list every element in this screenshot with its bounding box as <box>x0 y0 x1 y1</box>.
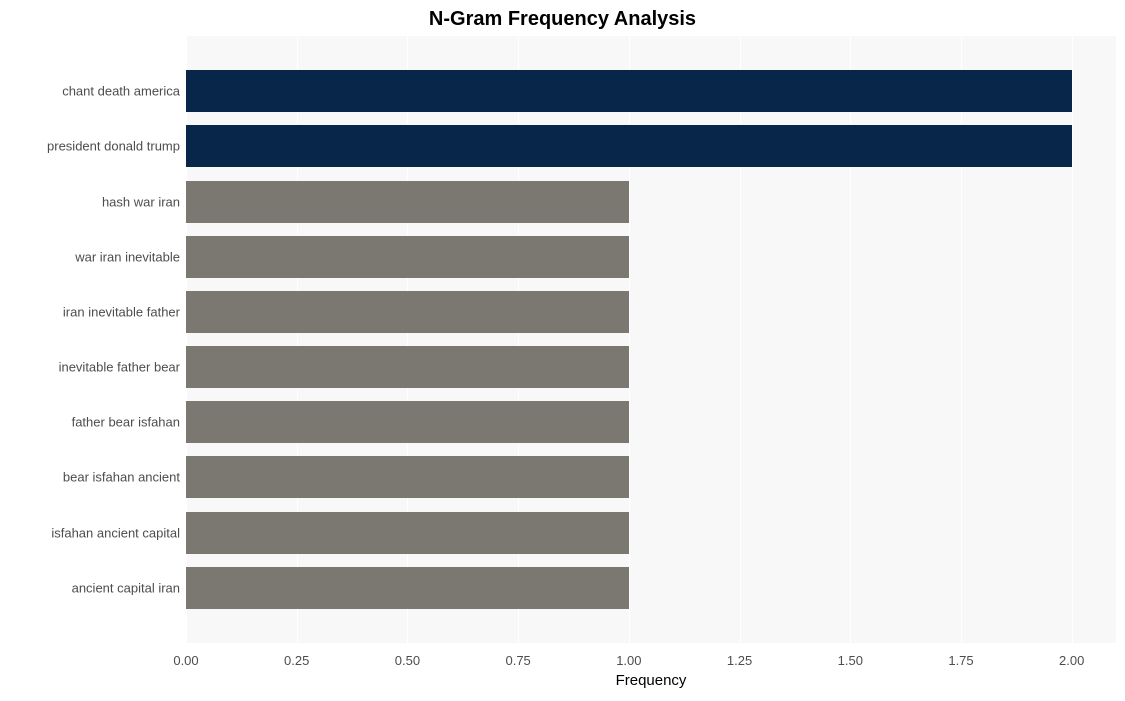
bar-row <box>186 70 1116 112</box>
y-tick-label: hash war iran <box>102 194 180 209</box>
y-tick-label: ancient capital iran <box>72 580 180 595</box>
bar <box>186 236 629 278</box>
x-tick-label: 0.75 <box>505 653 530 668</box>
bar-row <box>186 125 1116 167</box>
y-tick-label: father bear isfahan <box>72 415 180 430</box>
y-tick-label: war iran inevitable <box>75 249 180 264</box>
y-tick-label: inevitable father bear <box>59 360 180 375</box>
bar-row <box>186 456 1116 498</box>
bar-row <box>186 512 1116 554</box>
y-tick-label: president donald trump <box>47 139 180 154</box>
plot-area <box>186 36 1116 643</box>
x-tick-label: 0.00 <box>173 653 198 668</box>
x-tick-label: 2.00 <box>1059 653 1084 668</box>
x-tick-label: 0.50 <box>395 653 420 668</box>
y-tick-label: isfahan ancient capital <box>51 525 180 540</box>
bar-row <box>186 567 1116 609</box>
y-tick-label: iran inevitable father <box>63 304 180 319</box>
bar-row <box>186 346 1116 388</box>
bar-row <box>186 291 1116 333</box>
bar <box>186 125 1072 167</box>
bar <box>186 291 629 333</box>
bar <box>186 346 629 388</box>
x-tick-label: 1.75 <box>948 653 973 668</box>
y-axis: chant death america president donald trum… <box>0 36 186 643</box>
bar-row <box>186 401 1116 443</box>
y-tick-label: chant death america <box>62 84 180 99</box>
x-tick-label: 1.00 <box>616 653 641 668</box>
bar <box>186 401 629 443</box>
chart-title: N-Gram Frequency Analysis <box>0 8 1125 31</box>
x-axis-title: Frequency <box>186 672 1116 689</box>
y-tick-label: bear isfahan ancient <box>63 470 180 485</box>
bar-row <box>186 236 1116 278</box>
bar <box>186 512 629 554</box>
x-tick-label: 0.25 <box>284 653 309 668</box>
bar <box>186 181 629 223</box>
x-tick-label: 1.25 <box>727 653 752 668</box>
bar <box>186 567 629 609</box>
bar-row <box>186 181 1116 223</box>
ngram-frequency-chart: N-Gram Frequency Analysis chant death am… <box>0 0 1125 701</box>
x-tick-label: 1.50 <box>838 653 863 668</box>
bar <box>186 456 629 498</box>
bar <box>186 70 1072 112</box>
